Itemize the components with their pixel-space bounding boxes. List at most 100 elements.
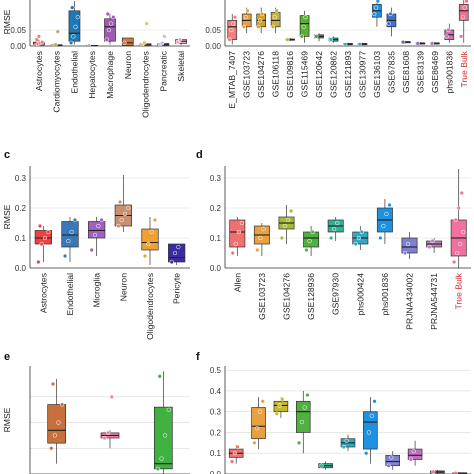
data-point <box>288 208 294 214</box>
box-3 <box>114 175 132 232</box>
box-4 <box>285 37 295 42</box>
data-point <box>243 15 248 20</box>
box-0 <box>229 217 246 256</box>
data-point <box>285 217 291 223</box>
x-tick-label: GSE67835 <box>386 51 396 93</box>
data-point <box>152 217 158 223</box>
box-1 <box>100 394 120 449</box>
data-point <box>155 466 161 472</box>
data-point <box>301 24 306 29</box>
data-point <box>459 190 464 196</box>
data-point <box>343 42 348 46</box>
data-point <box>37 223 43 229</box>
data-point <box>142 40 147 45</box>
data-point <box>431 469 436 474</box>
data-point <box>356 235 361 241</box>
panel-letter: c <box>4 149 10 161</box>
data-point <box>257 409 263 414</box>
data-point <box>172 250 178 256</box>
data-point <box>230 21 236 26</box>
x-tick-label: True Bulk <box>454 272 464 309</box>
data-point <box>310 229 315 235</box>
y-tick-label: 0.1 <box>210 449 222 458</box>
box-body <box>121 37 134 46</box>
data-point <box>56 420 61 425</box>
x-tick-label: GSE130977 <box>357 51 367 98</box>
panel-letter: e <box>4 351 10 363</box>
data-point <box>239 220 245 226</box>
box-3 <box>270 7 281 34</box>
data-point <box>304 247 309 253</box>
data-point <box>307 238 312 244</box>
data-point <box>389 455 394 460</box>
data-point <box>40 40 45 45</box>
data-point <box>408 457 414 462</box>
data-point <box>166 407 171 412</box>
panel-c: 0.0 0.1 0.2 0.3 c RMSE Astrocytes Endothelial Mi… <box>2 149 190 340</box>
x-tick-label: GSE97930 <box>331 273 341 315</box>
data-point <box>464 0 469 4</box>
x-tick-label: GSE103723 <box>257 273 267 320</box>
data-point <box>427 244 432 250</box>
plot-marks <box>227 0 469 46</box>
data-point <box>36 259 41 265</box>
data-point <box>177 37 183 42</box>
data-point <box>233 241 238 247</box>
box-4 <box>141 217 159 265</box>
data-point <box>402 250 408 256</box>
box-5 <box>352 226 369 250</box>
data-point <box>372 399 377 404</box>
box-9 <box>357 42 368 46</box>
data-point <box>252 440 257 445</box>
box-6 <box>376 199 393 244</box>
data-point <box>305 392 310 398</box>
panel-d: 0.0 0.1 0.2 0.3 d Allen GSE103723 GSE104276 GSE1… <box>196 149 471 330</box>
box-0 <box>228 444 244 464</box>
data-point <box>50 381 56 387</box>
data-point <box>299 34 305 39</box>
data-point <box>460 15 466 20</box>
y-axis-label: RMSE <box>2 9 12 34</box>
box-8 <box>175 37 187 46</box>
y-tick-label: 0.00 <box>10 42 26 51</box>
data-point <box>364 451 369 456</box>
data-point <box>386 21 391 26</box>
data-point <box>176 244 181 250</box>
data-point <box>258 18 263 23</box>
x-tick-label: Neuron <box>123 51 133 79</box>
data-point <box>162 433 168 438</box>
data-point <box>411 449 416 454</box>
data-point <box>359 229 364 235</box>
data-point <box>341 444 346 450</box>
data-point <box>270 24 276 29</box>
box-0 <box>227 14 238 45</box>
data-point <box>159 456 164 461</box>
box-4 <box>104 11 116 45</box>
x-tick-label: GSE121893 <box>343 51 353 98</box>
y-tick-label: 0.0 <box>210 264 222 273</box>
box-5 <box>121 37 134 46</box>
data-point <box>230 250 235 256</box>
x-tick-label: True Bulk <box>459 50 469 87</box>
box-body <box>407 448 423 460</box>
data-point <box>357 42 362 46</box>
data-point <box>72 217 78 223</box>
data-point <box>71 34 76 39</box>
data-point <box>142 253 148 259</box>
box-1 <box>241 7 252 34</box>
x-tick-label: Neuron <box>118 273 128 301</box>
panel-letter: f <box>196 351 200 363</box>
data-point <box>122 40 127 45</box>
data-point <box>232 451 237 456</box>
box-7 <box>401 232 418 259</box>
data-point <box>55 29 60 34</box>
data-point <box>280 397 285 402</box>
x-tick-label: Microglia <box>92 273 102 308</box>
data-point <box>99 217 104 223</box>
data-point <box>451 259 457 265</box>
box-7 <box>157 34 170 46</box>
panel-letter: d <box>196 149 203 161</box>
box-2 <box>278 205 295 244</box>
box-8 <box>407 440 423 466</box>
data-point <box>66 238 71 244</box>
